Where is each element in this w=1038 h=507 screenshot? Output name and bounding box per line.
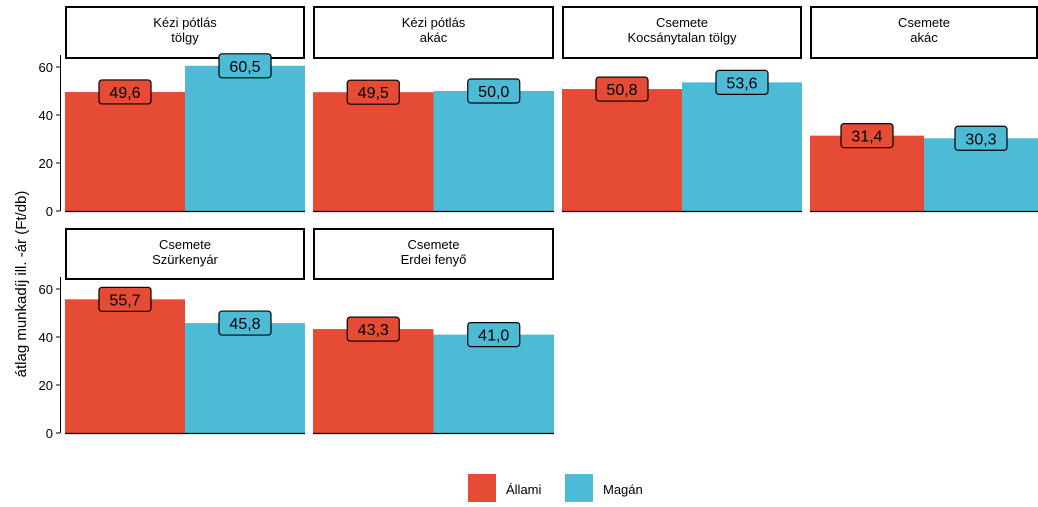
facet-strip: [65, 228, 305, 280]
facet-strip-subtitle: akác: [420, 30, 448, 45]
data-label: 49,5: [358, 85, 389, 102]
data-label: 55,7: [109, 292, 140, 309]
y-tick-label: 0: [46, 204, 53, 219]
facet-strip-title: Csemete: [407, 237, 459, 252]
data-label-box: [98, 286, 152, 312]
legend-label: Állami: [506, 482, 542, 497]
data-label-box: [346, 79, 400, 105]
facet-strip-title: Csemete: [159, 237, 211, 252]
data-label: 49,6: [109, 85, 140, 102]
y-tick-label: 20: [39, 156, 53, 171]
y-tick-label: 40: [39, 330, 53, 345]
facet-strip: [562, 6, 802, 59]
legend-key-állami: [468, 474, 496, 502]
facet-strip-title: Kézi pótlás: [153, 15, 217, 30]
bar-magán: [682, 82, 802, 211]
facet-strip-subtitle: tölgy: [171, 30, 199, 45]
facet-strip: [313, 228, 554, 280]
data-label: 43,3: [358, 322, 389, 339]
y-tick-label: 0: [46, 426, 53, 441]
data-label-box: [954, 125, 1008, 151]
y-axis-title: átlag munkadíj ill. -ár (Ft/db): [13, 191, 30, 378]
data-label-box: [715, 69, 769, 95]
facet-strip: [313, 6, 554, 59]
facet-strip-title: Csemete: [898, 15, 950, 30]
legend-key-magán: [565, 474, 593, 502]
data-label-box: [218, 53, 272, 79]
facet-strip-title: Kézi pótlás: [402, 15, 466, 30]
bar-magán: [185, 65, 305, 211]
y-tick-label: 40: [39, 108, 53, 123]
y-tick-label: 60: [39, 60, 53, 75]
facet-strip: [65, 6, 305, 59]
data-label-box: [218, 310, 272, 336]
facet-strip-title: Csemete: [656, 15, 708, 30]
data-label-box: [467, 78, 521, 104]
data-label-box: [595, 76, 649, 102]
bar-magán: [433, 334, 554, 433]
bar-állami: [65, 91, 185, 211]
bar-állami: [65, 299, 185, 433]
data-label: 60,5: [229, 59, 260, 76]
facet-strip-subtitle: Erdei fenyő: [401, 252, 467, 267]
bar-magán: [433, 91, 554, 211]
facet-strip-subtitle: Kocsánytalan tölgy: [627, 30, 737, 45]
facet-strip-subtitle: akác: [910, 30, 938, 45]
bar-állami: [313, 329, 434, 433]
data-label: 50,8: [606, 82, 637, 99]
data-label-box: [840, 123, 894, 149]
data-label: 50,0: [478, 84, 509, 101]
data-label: 41,0: [478, 328, 509, 345]
bar-állami: [313, 92, 434, 211]
data-label: 53,6: [726, 75, 757, 92]
y-tick-label: 60: [39, 282, 53, 297]
data-label: 30,3: [965, 131, 996, 148]
data-label-box: [467, 322, 521, 348]
bar-állami: [562, 89, 682, 211]
facet-strip-subtitle: Szürkenyár: [152, 252, 218, 267]
data-label: 45,8: [229, 316, 260, 333]
data-label: 31,4: [851, 129, 882, 146]
y-tick-label: 20: [39, 378, 53, 393]
data-label-box: [98, 79, 152, 105]
legend-label: Magán: [603, 482, 643, 497]
data-label-box: [346, 316, 400, 342]
facet-strip: [810, 6, 1038, 59]
bar-magán: [185, 323, 305, 433]
